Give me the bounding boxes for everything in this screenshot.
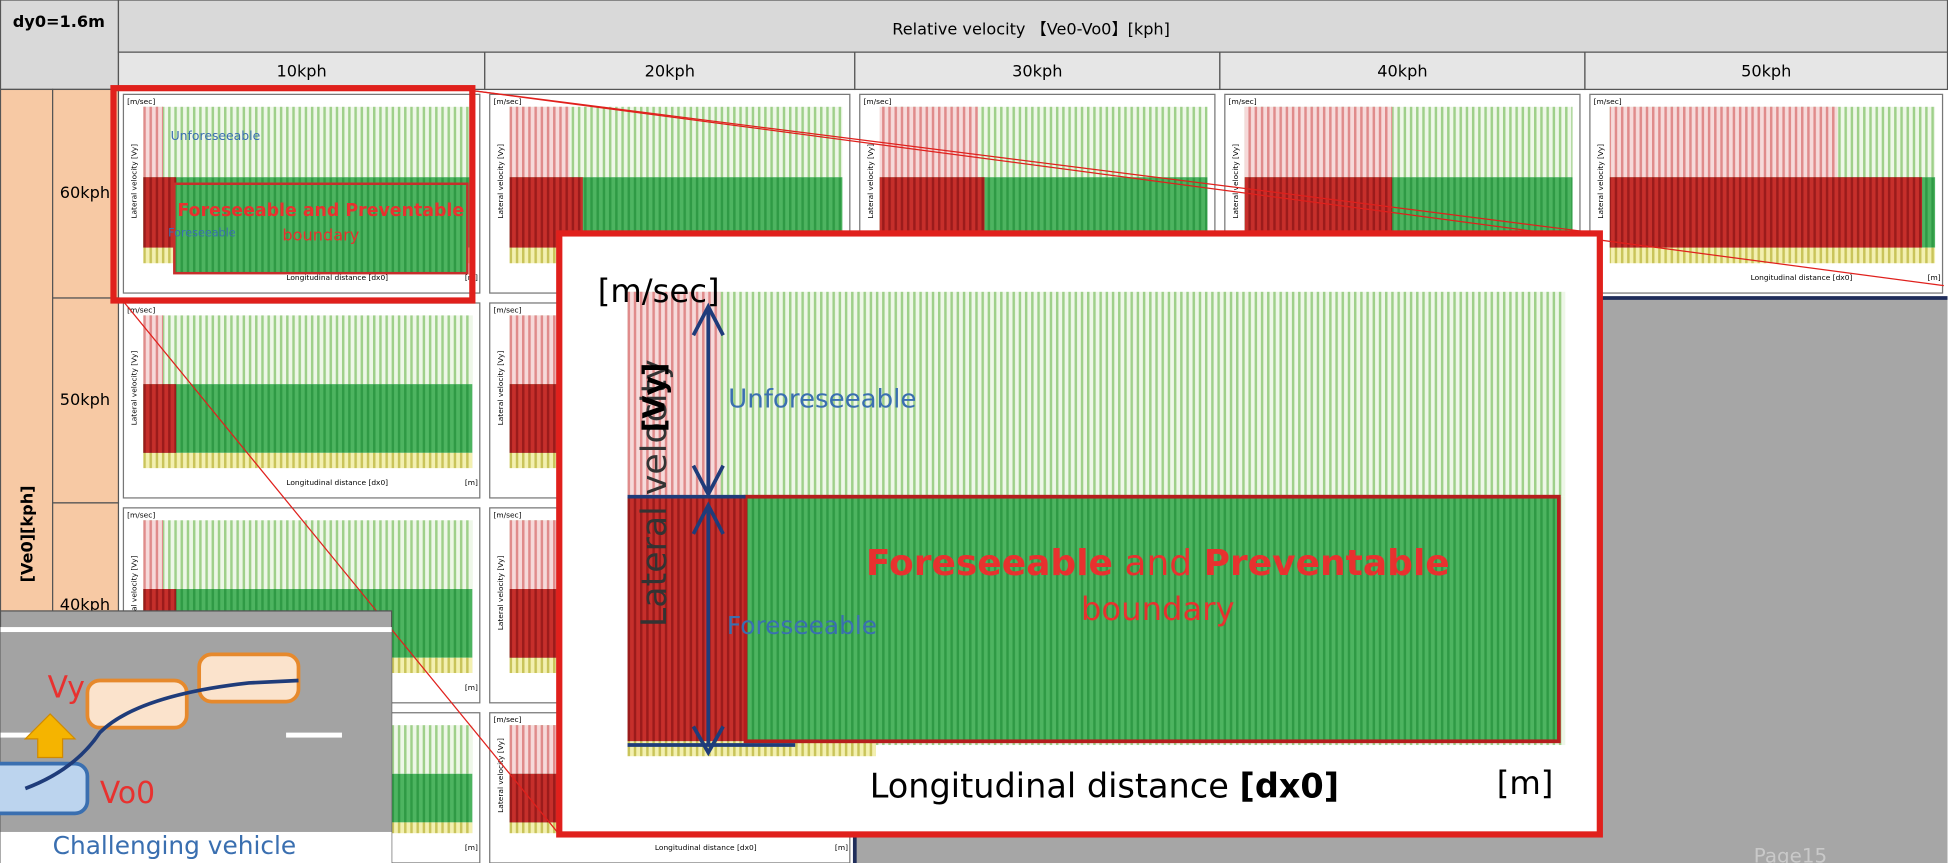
- panel-y-label: Lateral velocity [Vy]: [496, 555, 505, 630]
- panel-x-unit: [m]: [465, 683, 478, 692]
- panel-y-label: Lateral velocity [Vy]: [1231, 144, 1240, 219]
- column-header: 30kph: [1012, 62, 1062, 81]
- region-upper-red: [510, 107, 570, 177]
- region-upper: [143, 520, 472, 589]
- panel-x-unit: [m]: [465, 478, 478, 487]
- region-upper-red: [880, 107, 978, 177]
- panel-upper-text: Unforeseeable: [171, 128, 261, 143]
- callout-boundary-title: Foreseeable and Preventable: [866, 543, 1450, 584]
- panel-y-label: Lateral velocity [Vy]: [496, 738, 505, 813]
- row-header: 60kph: [60, 183, 110, 202]
- region-upper: [143, 315, 472, 384]
- panel-y-unit: [m/sec]: [493, 97, 521, 106]
- callout-y-unit: [m/sec]: [598, 272, 720, 310]
- boundary-bold: Foreseeable: [866, 543, 1113, 584]
- ghost-car: [199, 654, 298, 701]
- panel-y-label: Lateral velocity [Vy]: [130, 144, 139, 219]
- callout-boundary-word: boundary: [1081, 590, 1235, 628]
- region-bottom: [143, 453, 472, 468]
- region-bottom: [1610, 248, 1935, 264]
- panel-y-unit: [m/sec]: [493, 510, 521, 519]
- panel-y-label: Lateral velocity [Vy]: [496, 351, 505, 426]
- panel-x-label: Longitudinal distance [dx0]: [286, 273, 388, 282]
- panel-x-unit: [m]: [465, 843, 478, 852]
- panel-y-unit: [m/sec]: [493, 715, 521, 724]
- panel-boundary-word: boundary: [282, 225, 359, 244]
- column-header: 20kph: [645, 62, 695, 81]
- region-lower-red: [1610, 177, 1922, 247]
- column-group-label: Relative velocity 【Ve0-Vo0】[kph]: [892, 19, 1170, 38]
- page-number: Page15: [1754, 844, 1827, 863]
- inset-speed: Vo0: [100, 776, 155, 811]
- panel-x-label: Longitudinal distance [dx0]: [655, 843, 757, 852]
- boundary-and: and: [1124, 543, 1192, 584]
- region-upper-red: [143, 520, 163, 589]
- callout-x-label: Longitudinal distance [dx0]: [870, 766, 1339, 805]
- column-header: 40kph: [1377, 62, 1427, 81]
- panel-y-label: Lateral velocity [Vy]: [496, 144, 505, 219]
- panel-y-unit: [m/sec]: [127, 510, 155, 519]
- panel-y-unit: [m/sec]: [127, 97, 155, 106]
- column-header: 10kph: [276, 62, 326, 81]
- row-header: 50kph: [60, 390, 110, 409]
- panel-y-unit: [m/sec]: [863, 97, 891, 106]
- callout-y-symbol: [Vy]: [638, 362, 673, 432]
- ghost-car: [87, 680, 186, 727]
- corner-label: dy0=1.6m: [13, 12, 105, 31]
- callout-lower-text: Foreseeable: [727, 611, 877, 640]
- region-upper-red: [143, 107, 163, 177]
- inset-lateral: Vy: [48, 671, 85, 706]
- panel-lower-text: Foreseeable: [168, 226, 236, 239]
- page: {"table": {"corner": "dy0=1.6m", "column…: [0, 0, 1948, 863]
- panel-x-label: Longitudinal distance [dx0]: [1751, 273, 1853, 282]
- region-upper-red: [143, 315, 163, 384]
- panel-y-label: Lateral velocity [Vy]: [866, 144, 875, 219]
- panel-y-unit: [m/sec]: [1229, 97, 1257, 106]
- panel-y-unit: [m/sec]: [1594, 97, 1622, 106]
- slide: dy0=1.6m Relative velocity 【Ve0-Vo0】[kph]…: [0, 0, 1948, 863]
- panel-y-unit: [m/sec]: [127, 305, 155, 314]
- panel-x-label: Longitudinal distance [dx0]: [286, 478, 388, 487]
- callout-x-unit: [m]: [1497, 764, 1554, 802]
- panel-y-label: Lateral velocity [Vy]: [130, 351, 139, 426]
- panel-x-unit: [m]: [835, 843, 848, 852]
- panel-y-unit: [m/sec]: [493, 305, 521, 314]
- inset-lane: [286, 733, 342, 738]
- panel-y-label: Lateral velocity [Vy]: [1596, 144, 1605, 219]
- row-group-label: [Ve0][kph]: [17, 485, 36, 582]
- panel-boundary-text: Foreseeable and Preventable: [178, 201, 465, 221]
- callout-upper-text: Unforeseeable: [728, 384, 916, 414]
- boundary-bold: Preventable: [1204, 543, 1450, 584]
- panel-x-unit: [m]: [1928, 273, 1941, 282]
- region-lower: [143, 384, 472, 453]
- region-lower-red: [143, 384, 176, 453]
- column-header: 50kph: [1741, 62, 1791, 81]
- inset-caption: Challenging vehicle: [53, 831, 297, 860]
- inset-lane: [0, 627, 391, 632]
- region-upper-red: [1610, 107, 1838, 177]
- challenging-car: [0, 764, 87, 814]
- region-upper-red: [1245, 107, 1393, 177]
- x-label-text: Longitudinal distance: [870, 766, 1229, 805]
- x-label-symbol: [dx0]: [1240, 766, 1340, 805]
